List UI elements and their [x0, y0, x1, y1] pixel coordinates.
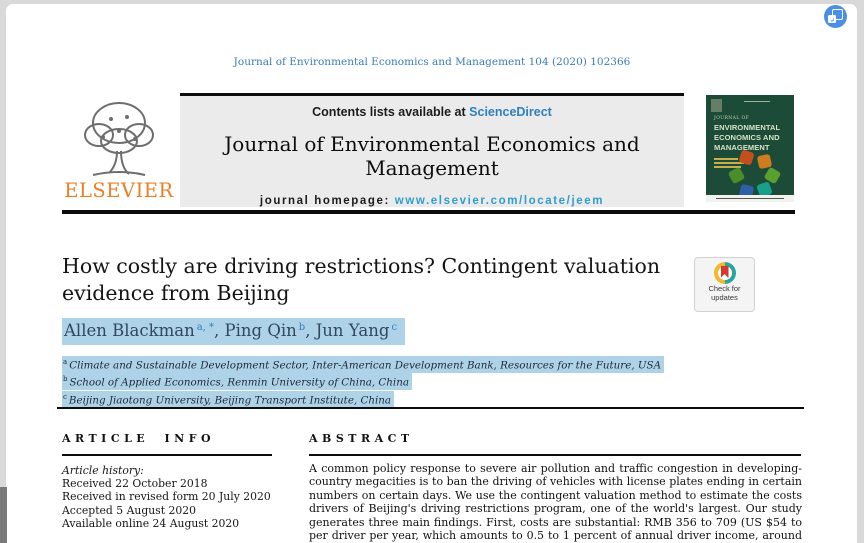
journal-homepage-line: journal homepage: www.elsevier.com/locat…: [180, 195, 684, 207]
citation-link[interactable]: Journal of Environmental Economics and M…: [233, 56, 631, 68]
article-info-heading: ARTICLE INFO: [62, 432, 216, 445]
article-history-label: Article history:: [62, 464, 144, 477]
cover-title-line2: ECONOMICS AND: [714, 133, 780, 142]
author-affil-link[interactable]: b: [298, 321, 306, 333]
author-separator: ,: [305, 321, 316, 340]
journal-cover-thumbnail: JOURNAL OF ENVIRONMENTAL ECONOMICS AND M…: [706, 95, 794, 202]
contents-prefix: Contents lists available at: [312, 105, 466, 119]
history-line: Received 22 October 2018: [62, 477, 208, 491]
author-name: Ping Qin: [224, 321, 297, 340]
abstract-line: country megacities is to ban the driving…: [309, 475, 802, 489]
elsevier-wordmark: ELSEVIER: [64, 179, 174, 202]
elsevier-logo: ELSEVIER: [60, 97, 178, 205]
check-badge-label-line2: updates: [711, 292, 738, 302]
cover-editors-text: [714, 166, 741, 168]
translate-icon-page-outline: [832, 9, 843, 20]
abstract-text: A common policy response to severe air p…: [309, 462, 802, 543]
cover-editors-text: [714, 158, 738, 160]
author-separator: ,: [214, 321, 225, 340]
banner-bottom-rule: [62, 210, 795, 214]
authors-line: Allen Blackman a, *, Ping Qin b, Jun Yang c: [62, 318, 406, 345]
abstract-heading: ABSTRACT: [309, 432, 414, 445]
affiliations-block: a Climate and Sustainable Development Sec…: [62, 356, 665, 408]
cover-publisher-emblem-icon: [711, 99, 722, 112]
abstract-line: numbers on certain days. We use the cont…: [309, 488, 802, 502]
cover-title-line1: ENVIRONMENTAL: [714, 123, 781, 132]
author-affil-link[interactable]: a, *: [196, 321, 215, 333]
article-title-line1: How costly are driving restrictions? Con…: [62, 254, 661, 278]
article-info-rule: [62, 454, 272, 456]
journal-title: Journal of Environmental Economics and M…: [224, 132, 640, 180]
cover-title-line3: MANAGEMENT: [714, 143, 770, 152]
affiliation-line: a Climate and Sustainable Development Sec…: [62, 356, 665, 373]
section-divider-rule: [57, 407, 804, 409]
sciencedirect-link[interactable]: ScienceDirect: [469, 105, 552, 119]
abstract-line: A common policy response to severe air p…: [309, 462, 802, 475]
author-affil-link[interactable]: c: [391, 321, 398, 333]
affiliation-line: c Beijing Jiaotong University, Beijing Tr…: [62, 390, 395, 408]
homepage-label: journal homepage:: [259, 195, 390, 207]
homepage-link[interactable]: www.elsevier.com/locate/jeem: [394, 195, 605, 207]
affiliation-line: b School of Applied Economics, Renmin Uni…: [62, 373, 412, 391]
journal-banner: Contents lists available at ScienceDirec…: [180, 93, 684, 207]
article-history: Article history: Received 22 October 201…: [62, 464, 271, 530]
contents-list-line: Contents lists available at ScienceDirec…: [180, 105, 684, 119]
translate-icon-page-filled: [828, 15, 836, 23]
abstract-line: generates three main findings. First, co…: [309, 515, 802, 529]
elsevier-tree-icon: [84, 102, 154, 176]
translate-icon-arrow: ↲: [830, 17, 836, 24]
check-badge-label-line1: Check for: [708, 284, 741, 293]
cover-microtext: [744, 101, 770, 102]
abstract-rule: [309, 454, 801, 456]
viewer-edge-strip: [0, 487, 7, 543]
history-line: Received in revised form 20 July 2020: [62, 490, 271, 504]
crossmark-icon: [713, 262, 736, 284]
article-title-line2: evidence from Beijing: [62, 281, 290, 305]
cover-footer-bar: [706, 195, 794, 202]
history-line: Accepted 5 August 2020: [62, 503, 196, 517]
translate-icon[interactable]: ↲: [824, 5, 847, 28]
abstract-line-clipped: per driver per year, which amounts to 0.…: [309, 528, 802, 542]
cover-kicker: JOURNAL OF: [714, 116, 750, 121]
history-line: Available online 24 August 2020: [62, 516, 240, 530]
author-name: Jun Yang: [315, 321, 390, 340]
cover-art-shape: [727, 166, 746, 185]
author-name: Allen Blackman: [64, 321, 195, 340]
abstract-line: drivers of Beijing's driving restriction…: [309, 502, 802, 516]
check-for-updates-badge[interactable]: Check for updates: [694, 257, 755, 312]
cover-editors-text: [714, 162, 744, 164]
